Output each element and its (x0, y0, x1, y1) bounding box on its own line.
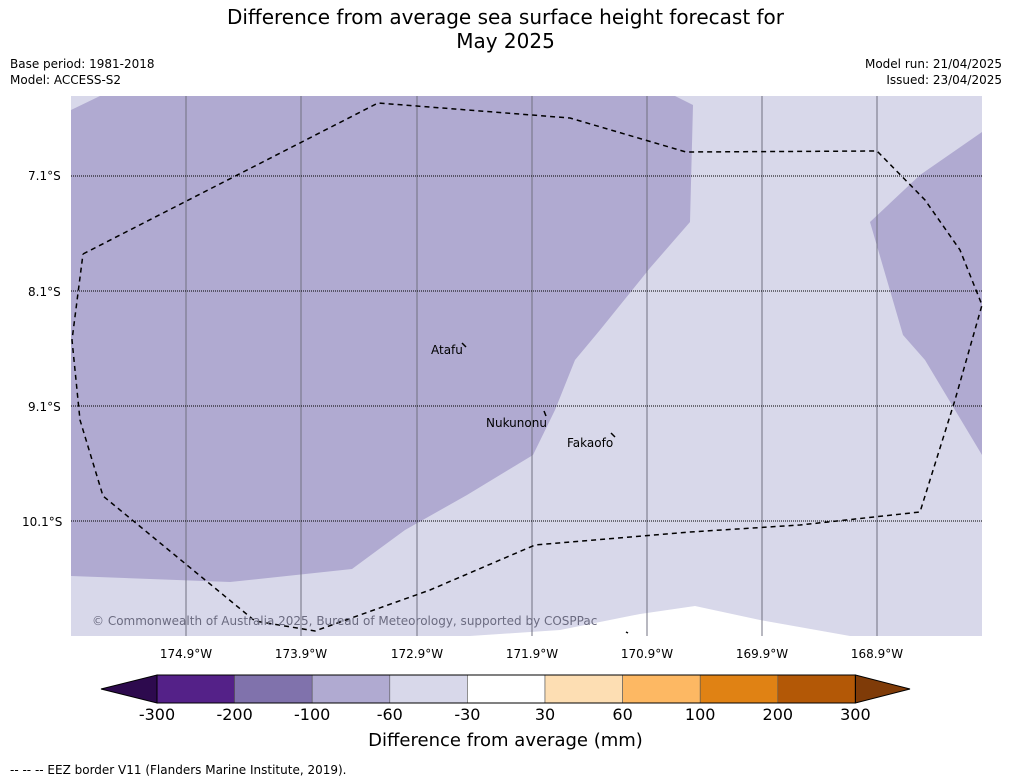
nukunonu-island (543, 410, 547, 417)
atafu-island (461, 342, 467, 348)
colorbar-tick-label: 100 (684, 705, 716, 724)
base-period: Base period: 1981-2018 (10, 57, 155, 71)
chart-title: Difference from average sea surface heig… (0, 5, 1011, 53)
colorbar-tick-label: 200 (762, 705, 794, 724)
lon-label: 173.9°W (274, 647, 328, 661)
colorbar-tick-label: 60 (612, 705, 633, 724)
title-line-1: Difference from average sea surface heig… (226, 5, 785, 29)
eez-legend: -- -- -- EEZ border V11 (Flanders Marine… (10, 763, 347, 777)
island-marks (461, 342, 629, 634)
meta-left: Base period: 1981-2018 Model: ACCESS-S2 (10, 56, 155, 88)
model-name: Model: ACCESS-S2 (10, 73, 122, 87)
lat-label: 9.1°S (28, 400, 61, 414)
neutral-area (470, 606, 850, 636)
place-nukunonu: Nukunonu (486, 416, 547, 430)
place-fakaofo: Fakaofo (567, 436, 614, 450)
fakaofo-island (610, 432, 616, 438)
lon-label: 172.9°W (390, 647, 444, 661)
model-run: Model run: 21/04/2025 (864, 57, 1002, 71)
lon-label: 171.9°W (505, 647, 559, 661)
meta-right: Model run: 21/04/2025 Issued: 23/04/2025 (865, 56, 1002, 88)
colorbar-tick-label: -100 (294, 705, 331, 724)
place-atafu: Atafu (431, 343, 463, 357)
lat-label: 10.1°S (22, 515, 63, 529)
issued-date: Issued: 23/04/2025 (886, 73, 1002, 87)
lat-label: 8.1°S (28, 285, 61, 299)
negative-anomaly-area-east (870, 132, 982, 455)
colorbar-tick-label: -200 (216, 705, 253, 724)
negative-anomaly-area-west (71, 96, 693, 582)
lon-label: 170.9°W (620, 647, 674, 661)
colorbar-tick-label: -300 (138, 705, 176, 724)
lat-label: 7.1°S (28, 169, 61, 183)
lon-label: 169.9°W (735, 647, 789, 661)
small-island (625, 631, 629, 634)
colorbar-tick-label: 300 (840, 705, 871, 724)
colorbar-tick-label: -30 (454, 705, 481, 724)
colorbar-tick-label: -60 (376, 705, 403, 724)
title-line-2: May 2025 (456, 29, 555, 53)
lon-label: 168.9°W (850, 647, 904, 661)
colorbar-label: Difference from average (mm) (368, 730, 643, 751)
copyright-notice: © Commonwealth of Australia 2025, Bureau… (92, 614, 598, 628)
eez-border (71, 102, 983, 632)
colorbar-tick-label: 30 (534, 705, 556, 724)
lon-label: 174.9°W (159, 647, 213, 661)
